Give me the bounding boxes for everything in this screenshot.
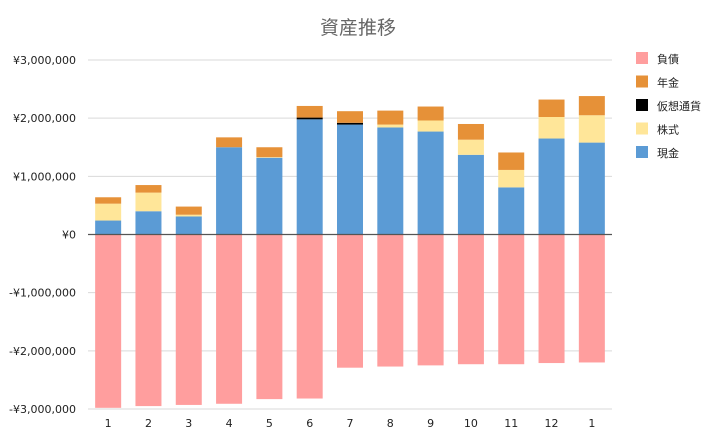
bar-segment <box>498 169 525 188</box>
x-tick-label: 8 <box>387 417 394 430</box>
bar-segment <box>417 120 444 132</box>
bar-segment <box>296 117 323 120</box>
x-tick-label: 4 <box>226 417 233 430</box>
bar-segment <box>337 111 363 123</box>
x-tick-label: 10 <box>464 417 478 430</box>
bar-segment <box>135 185 162 193</box>
y-tick-label: ¥3,000,000 <box>13 54 76 67</box>
bar-segment <box>296 119 323 235</box>
bar-segment <box>417 131 444 235</box>
legend-swatch <box>636 75 648 88</box>
bar-segment <box>538 117 565 139</box>
bar-segment <box>578 96 605 116</box>
axes: ¥3,000,000 ¥2,000,000 ¥1,000,000 ¥0 -¥1,000,… <box>9 54 612 430</box>
bar-segment <box>135 192 162 212</box>
y-tick-label: -¥1,000,000 <box>9 287 76 300</box>
bar-segment <box>95 197 122 204</box>
bar-segment <box>578 142 605 235</box>
x-tick-label: 3 <box>185 417 192 430</box>
bar-segment <box>337 124 363 235</box>
x-tick-label: 5 <box>266 417 273 430</box>
bar-segment <box>578 115 605 143</box>
bar-segment <box>457 123 484 140</box>
bar-segment <box>256 157 283 235</box>
bar-segment <box>296 234 323 399</box>
x-tick-label: 7 <box>347 417 354 430</box>
legend-swatch <box>636 99 648 111</box>
bar-segment <box>175 214 202 217</box>
y-tick-label: ¥1,000,000 <box>13 170 76 183</box>
bar-segment <box>296 105 323 118</box>
legend-label: 仮想通貨 <box>657 99 701 113</box>
bar-segment <box>95 234 122 408</box>
bar-segment <box>256 234 283 400</box>
legend-label: 現金 <box>657 146 679 160</box>
legend-label: 年金 <box>657 76 679 90</box>
bar-segment <box>135 211 162 235</box>
legend-swatch <box>636 122 648 135</box>
x-tick-label: 2 <box>145 417 152 430</box>
x-tick-label: 12 <box>545 417 559 430</box>
bar-segment <box>417 106 444 121</box>
legend-swatch <box>636 146 648 158</box>
y-tick-label: ¥0 <box>62 229 76 242</box>
bar-segment <box>175 206 202 215</box>
bar-segment <box>498 152 525 170</box>
legend-label: 負債 <box>657 52 679 66</box>
bar-segment <box>337 122 363 125</box>
bar-segment <box>457 154 484 235</box>
bar-segment <box>175 234 202 405</box>
bar-segment <box>216 147 243 235</box>
bar-segment <box>95 203 122 221</box>
bar-segment <box>457 139 484 155</box>
x-tick-label: 1 <box>588 417 595 430</box>
bar-segment <box>337 234 363 368</box>
x-tick-label: 9 <box>427 417 434 430</box>
bar-segment <box>135 234 162 407</box>
y-tick-label: ¥2,000,000 <box>13 112 76 125</box>
x-tick-label: 6 <box>306 417 313 430</box>
chart-title: 資産推移 <box>320 17 396 39</box>
bar-segment <box>216 234 243 404</box>
bar-segment <box>256 157 283 158</box>
legend-label: 株式 <box>657 123 679 137</box>
x-tick-label: 1 <box>105 417 112 430</box>
y-tick-label: -¥3,000,000 <box>9 403 76 416</box>
legend-swatch <box>636 52 648 64</box>
bar-segment <box>216 137 243 148</box>
y-tick-label: -¥2,000,000 <box>9 345 76 358</box>
bar-segment <box>417 234 444 366</box>
bar-segment <box>377 110 404 125</box>
bar-segment <box>538 99 565 118</box>
bar-segment <box>256 147 283 158</box>
bar-segment <box>457 234 484 365</box>
bar-segment <box>175 216 202 235</box>
bar-segment <box>498 234 525 365</box>
bar-segment <box>498 187 525 235</box>
bar-segment <box>538 138 565 235</box>
x-tick-label: 11 <box>504 417 518 430</box>
bars <box>95 96 605 408</box>
bar-segment <box>377 234 404 367</box>
bar-segment <box>578 234 605 363</box>
bar-segment <box>377 124 404 128</box>
bar-segment <box>377 127 404 235</box>
bar-segment <box>538 234 565 364</box>
bar-segment <box>95 220 122 235</box>
